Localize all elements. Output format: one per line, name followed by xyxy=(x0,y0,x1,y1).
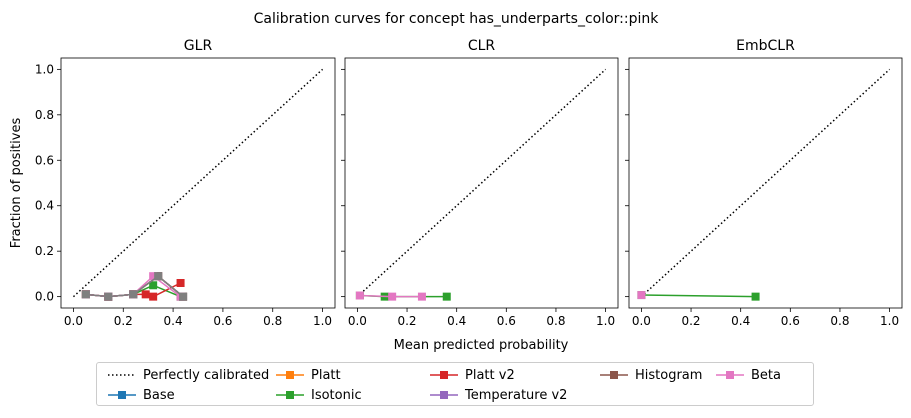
legend-label: Histogram xyxy=(635,367,703,383)
y-tick-label: 0.6 xyxy=(35,153,54,167)
data-point xyxy=(141,290,150,299)
legend-swatch xyxy=(108,391,136,399)
x-tick-label: 1.0 xyxy=(313,314,332,328)
legend-label: Temperature v2 xyxy=(465,387,568,403)
legend-item: Isotonic xyxy=(275,385,362,405)
data-point xyxy=(149,272,158,281)
x-tick-label: 0.8 xyxy=(263,314,282,328)
data-point xyxy=(149,292,158,301)
perfect-calibration-line xyxy=(356,68,607,298)
data-point xyxy=(104,292,113,301)
y-tick-label: 0.4 xyxy=(35,199,54,213)
legend-label: Platt v2 xyxy=(465,367,515,383)
x-tick-label: 0.6 xyxy=(213,314,232,328)
perfect-calibration-line xyxy=(640,68,891,298)
legend-item: Platt xyxy=(275,365,341,385)
x-tick-label: 0.0 xyxy=(348,314,367,328)
legend-swatch xyxy=(430,391,458,399)
x-tick-label: 0.4 xyxy=(731,314,750,328)
data-point xyxy=(355,291,364,300)
data-point xyxy=(637,291,646,300)
plot-frame-clr xyxy=(344,57,619,309)
x-tick-label: 0.0 xyxy=(64,314,83,328)
chart-suptitle: Calibration curves for concept has_under… xyxy=(254,11,660,27)
data-point xyxy=(149,281,158,290)
legend-swatch xyxy=(430,371,458,379)
perfect-calibration-line xyxy=(72,68,324,298)
x-axis-label: Mean predicted probability xyxy=(394,338,569,353)
data-point xyxy=(129,290,138,299)
y-tick-label: 0.2 xyxy=(35,244,54,258)
data-point xyxy=(442,292,451,301)
subplot-title-glr: GLR xyxy=(184,38,213,54)
legend-label: Beta xyxy=(751,367,781,383)
legend-swatch xyxy=(716,371,744,379)
y-axis-label: Fraction of positives xyxy=(9,118,24,249)
x-tick-label: 0.6 xyxy=(497,314,516,328)
x-tick-label: 1.0 xyxy=(880,314,899,328)
legend-swatch xyxy=(276,391,304,399)
plot-frame-glr xyxy=(60,57,336,309)
data-point xyxy=(751,292,760,301)
y-tick-label: 1.0 xyxy=(35,62,54,76)
data-point xyxy=(154,272,163,281)
x-tick-label: 1.0 xyxy=(596,314,615,328)
y-tick-label: 0.8 xyxy=(35,108,54,122)
legend-swatch xyxy=(108,374,136,376)
data-point xyxy=(179,292,188,301)
plot-frame-embclr xyxy=(628,57,903,309)
legend-item: Beta xyxy=(715,365,781,385)
legend-item: Perfectly calibrated xyxy=(107,365,269,385)
data-point xyxy=(417,292,426,301)
legend-swatch xyxy=(600,371,628,379)
x-tick-label: 0.2 xyxy=(114,314,133,328)
series-line xyxy=(641,294,756,298)
x-tick-label: 0.0 xyxy=(632,314,651,328)
subplot-title-embclr: EmbCLR xyxy=(736,38,795,54)
legend-label: Perfectly calibrated xyxy=(143,367,270,383)
data-point xyxy=(176,279,185,287)
legend-item: Platt v2 xyxy=(429,365,515,385)
legend-item: Temperature v2 xyxy=(429,385,567,405)
legend-label: Platt xyxy=(311,367,341,383)
chart-legend: Perfectly calibrated Base Platt Isotonic Pla… xyxy=(96,362,814,406)
legend-swatch xyxy=(276,371,304,379)
calibration-chart: Calibration curves for concept has_under… xyxy=(9,11,903,353)
x-tick-label: 0.8 xyxy=(546,314,565,328)
y-tick-label: 0.0 xyxy=(35,290,54,304)
x-tick-label: 0.6 xyxy=(781,314,800,328)
legend-label: Base xyxy=(143,387,175,403)
x-tick-label: 0.2 xyxy=(397,314,416,328)
x-tick-label: 0.2 xyxy=(681,314,700,328)
legend-item: Base xyxy=(107,385,175,405)
x-tick-label: 0.4 xyxy=(447,314,466,328)
legend-item: Histogram xyxy=(599,365,702,385)
x-tick-label: 0.8 xyxy=(830,314,849,328)
x-tick-label: 0.4 xyxy=(164,314,183,328)
data-point xyxy=(388,292,397,301)
subplot-title-clr: CLR xyxy=(468,38,496,54)
data-point xyxy=(81,290,90,299)
legend-label: Isotonic xyxy=(311,387,362,403)
